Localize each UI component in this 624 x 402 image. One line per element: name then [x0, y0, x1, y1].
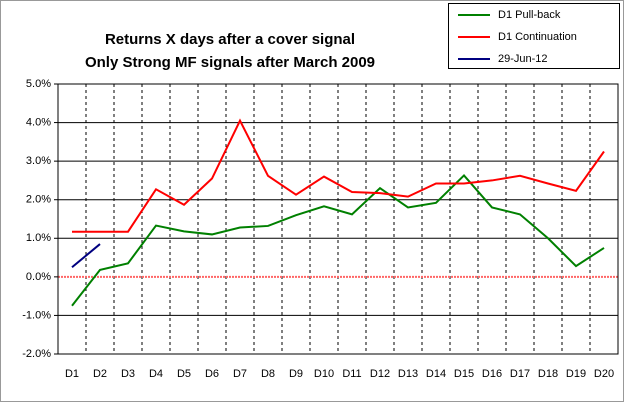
x-tick-label: D4	[149, 368, 163, 380]
x-tick-label: D1	[65, 368, 79, 380]
x-tick-label: D20	[594, 368, 614, 380]
legend-label: 29-Jun-12	[498, 53, 548, 65]
x-tick-label: D9	[289, 368, 303, 380]
chart-subtitle: Only Strong MF signals after March 2009	[85, 54, 375, 71]
x-tick-label: D18	[538, 368, 558, 380]
series-line	[71, 243, 101, 268]
x-tick-label: D17	[510, 368, 530, 380]
x-tick-label: D16	[482, 368, 502, 380]
y-tick-label: 1.0%	[26, 232, 51, 244]
y-tick-label: -2.0%	[22, 348, 51, 360]
x-tick-label: D3	[121, 368, 135, 380]
y-tick-label: -1.0%	[22, 309, 51, 321]
y-tick-label: 3.0%	[26, 155, 51, 167]
x-tick-label: D10	[314, 368, 334, 380]
legend-label: D1 Pull-back	[498, 9, 561, 21]
y-tick-label: 2.0%	[26, 194, 51, 206]
x-tick-label: D15	[454, 368, 474, 380]
legend-label: D1 Continuation	[498, 31, 577, 43]
y-tick-label: 5.0%	[26, 78, 51, 90]
x-tick-label: D14	[426, 368, 446, 380]
x-tick-label: D7	[233, 368, 247, 380]
x-tick-label: D5	[177, 368, 191, 380]
x-tick-label: D2	[93, 368, 107, 380]
series-line	[71, 173, 605, 307]
y-tick-label: 4.0%	[26, 116, 51, 128]
x-tick-label: D19	[566, 368, 586, 380]
chart-title: Returns X days after a cover signal	[105, 31, 355, 48]
series-line	[72, 118, 605, 233]
x-tick-label: D11	[342, 368, 361, 380]
x-tick-label: D8	[261, 368, 275, 380]
x-tick-label: D6	[205, 368, 219, 380]
plot-border	[57, 83, 619, 355]
x-tick-label: D12	[370, 368, 390, 380]
y-tick-label: 0.0%	[26, 271, 51, 283]
x-tick-label: D13	[398, 368, 418, 380]
